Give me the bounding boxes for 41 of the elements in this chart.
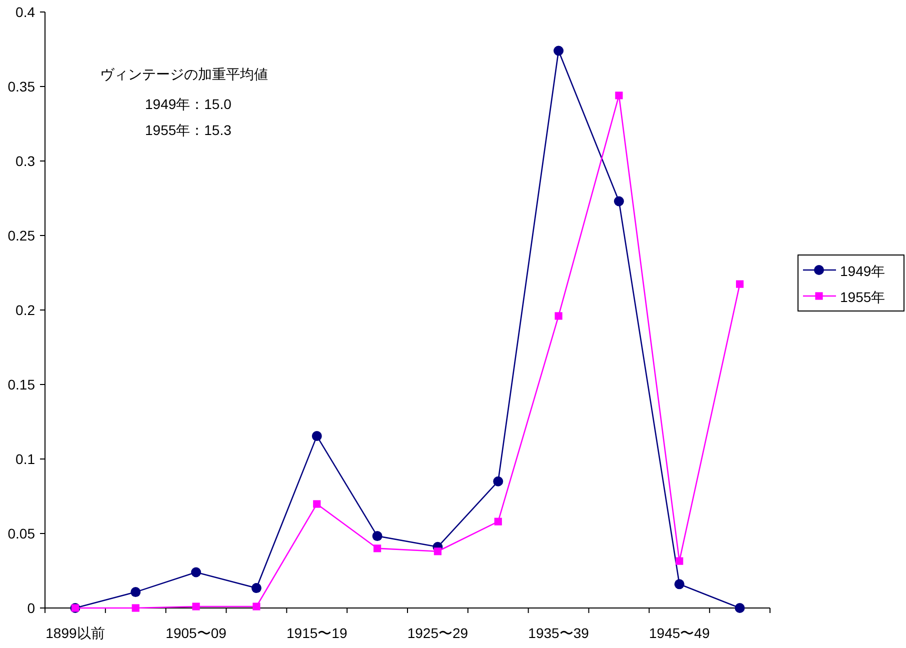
- x-tick-label: 1899以前: [46, 625, 105, 641]
- point: [554, 46, 564, 56]
- point: [493, 476, 504, 486]
- x-tick-label: 1945〜49: [649, 625, 710, 641]
- point: [736, 280, 744, 288]
- point: [192, 602, 200, 610]
- annotation: ヴィンテージの加重平均値: [100, 66, 268, 82]
- annotation: 1949年：15.0: [145, 96, 232, 112]
- y-tick-label: 0.4: [16, 4, 36, 20]
- y-tick-label: 0: [27, 600, 36, 616]
- point: [554, 312, 562, 320]
- y-tick-label: 0.2: [16, 302, 36, 318]
- x-tick-label: 1935〜39: [528, 625, 590, 641]
- y-tick-label: 0.25: [8, 228, 36, 244]
- point: [434, 548, 442, 556]
- point: [312, 431, 322, 442]
- annotation: 1955年：15.3: [145, 122, 232, 138]
- point: [191, 567, 202, 578]
- point: [614, 196, 624, 206]
- x-tick-label: 1925〜29: [407, 625, 468, 641]
- x-tick-label: 1905〜09: [166, 625, 227, 641]
- y-tick-label: 0.05: [8, 526, 36, 542]
- y-tick-label: 0.1: [16, 451, 36, 467]
- y-tick-label: 0.35: [8, 78, 36, 94]
- x-tick-label: 1915〜19: [286, 625, 348, 641]
- point: [132, 604, 140, 612]
- point: [313, 500, 321, 508]
- point: [734, 603, 745, 613]
- legend-label: 1949年: [840, 263, 886, 279]
- y-tick-label: 0.15: [8, 376, 36, 392]
- point: [494, 518, 502, 526]
- point: [252, 602, 260, 610]
- point: [676, 557, 684, 565]
- point: [674, 579, 684, 590]
- point: [130, 587, 141, 598]
- point: [615, 92, 623, 100]
- point: [372, 531, 382, 542]
- point: [251, 583, 262, 594]
- y-tick-label: 0.3: [16, 153, 36, 169]
- legend-label: 1955年: [840, 289, 886, 305]
- point: [373, 544, 382, 552]
